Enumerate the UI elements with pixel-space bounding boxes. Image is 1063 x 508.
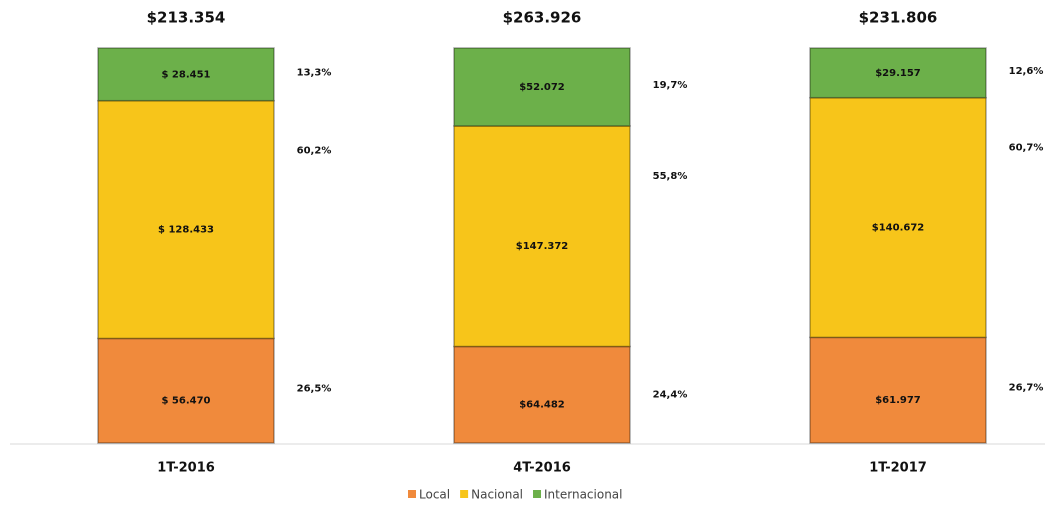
legend-label: Nacional [471, 488, 523, 502]
share-label: 60,2% [297, 146, 332, 157]
value-label: $64.482 [519, 400, 565, 411]
bar-segment [97, 337, 275, 444]
legend-swatch [408, 490, 416, 498]
bar-segment [453, 125, 631, 348]
share-label: 13,3% [297, 67, 332, 78]
share-label: 55,8% [653, 171, 688, 182]
value-label: $147.372 [516, 241, 569, 252]
share-label: 26,7% [1009, 382, 1044, 393]
bar-segment [453, 47, 631, 127]
value-label: $52.072 [519, 82, 565, 93]
legend-label: Local [419, 488, 450, 502]
total-label: $213.354 [147, 9, 226, 27]
value-label: $ 128.433 [158, 225, 214, 236]
total-label: $263.926 [503, 9, 582, 27]
share-label: 12,6% [1009, 66, 1044, 77]
x-tick-label: 4T-2016 [513, 461, 571, 476]
total-label: $231.806 [859, 9, 938, 27]
share-label: 60,7% [1009, 143, 1044, 154]
bar-segment [809, 336, 987, 444]
value-label: $61.977 [875, 395, 921, 406]
value-label: $ 28.451 [161, 69, 210, 80]
share-label: 26,5% [297, 383, 332, 394]
bar-segment [809, 96, 987, 339]
legend-label: Internacional [544, 488, 622, 502]
legend-swatch [533, 490, 542, 498]
bar-segment [809, 47, 987, 99]
share-label: 19,7% [653, 80, 688, 91]
share-label: 24,4% [653, 390, 688, 401]
bar-segment [453, 345, 631, 444]
x-tick-label: 1T-2017 [869, 461, 927, 476]
value-label: $140.672 [872, 223, 925, 234]
bar-segment [97, 47, 275, 102]
bar-segment [97, 99, 275, 340]
legend-swatch [460, 490, 469, 498]
x-tick-label: 1T-2016 [157, 461, 215, 476]
value-label: $29.157 [875, 68, 921, 79]
value-label: $ 56.470 [161, 396, 210, 407]
